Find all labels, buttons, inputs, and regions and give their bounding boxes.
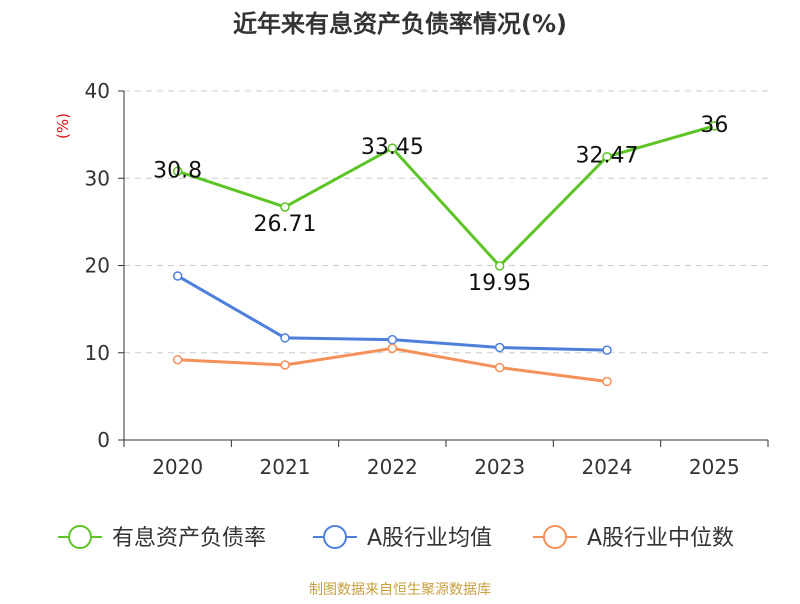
data-point — [280, 360, 290, 370]
series-2 — [172, 271, 612, 355]
data-point — [494, 261, 505, 271]
legend-item-2: A股行业均值 — [313, 525, 492, 551]
legend-item-3: A股行业中位数 — [533, 525, 734, 551]
data-point — [602, 151, 612, 162]
y-tick-label: 40 — [85, 79, 110, 103]
y-tick-label: 10 — [85, 341, 110, 365]
chart-title: 近年来有息资产负债率情况(%) — [233, 10, 567, 38]
data-point — [602, 376, 612, 387]
data-point — [387, 143, 398, 153]
data-labels: 30.8 26.71 33.45 19.95 32.47 36 — [153, 113, 728, 296]
data-label: 33.45 — [361, 135, 424, 160]
legend-marker — [68, 525, 92, 549]
data-point — [387, 343, 398, 354]
data-label: 19.95 — [468, 271, 531, 296]
data-point — [387, 334, 398, 345]
data-point — [280, 333, 290, 343]
data-label: 32.47 — [576, 144, 639, 169]
data-point — [709, 121, 720, 131]
y-tick-label: 0 — [97, 428, 110, 452]
x-tick-label: 2022 — [367, 455, 418, 479]
legend-marker — [323, 525, 347, 549]
series-1 — [172, 121, 720, 271]
series-line — [177, 124, 715, 268]
series-3 — [172, 343, 612, 387]
x-tick-label: 2024 — [582, 455, 633, 479]
data-label: 26.71 — [254, 212, 317, 237]
legend-item-1: 有息资产负债率 — [58, 525, 266, 551]
x-tick-label: 2021 — [260, 455, 311, 479]
y-axis-label: (%) — [54, 113, 72, 139]
series-line — [177, 346, 608, 384]
source-note: 制图数据来自恒生聚源数据库 — [309, 582, 491, 598]
x-tick-label: 2025 — [689, 455, 740, 479]
legend-label: 有息资产负债率 — [112, 526, 266, 551]
y-tick-label: 30 — [85, 166, 110, 190]
axes: 0 10 20 30 40 2020 2021 2022 2023 2024 2025 — [85, 79, 769, 479]
y-tick-label: 20 — [85, 254, 110, 278]
data-point — [494, 342, 505, 353]
data-point — [280, 202, 290, 212]
data-label: 30.8 — [153, 158, 202, 183]
data-point — [172, 271, 183, 281]
x-tick-label: 2023 — [474, 455, 525, 479]
data-point — [602, 345, 612, 355]
data-label: 36 — [700, 113, 728, 138]
legend: 有息资产负债率 A股行业均值 A股行业中位数 — [58, 525, 734, 551]
x-tick-label: 2020 — [152, 455, 203, 479]
data-point — [172, 354, 183, 365]
legend-marker — [543, 525, 567, 549]
series-group — [172, 121, 720, 387]
legend-label: A股行业中位数 — [587, 526, 734, 551]
legend-label: A股行业均值 — [367, 526, 492, 551]
data-point — [494, 362, 505, 373]
data-point — [172, 166, 183, 177]
grid-lines — [124, 90, 768, 354]
